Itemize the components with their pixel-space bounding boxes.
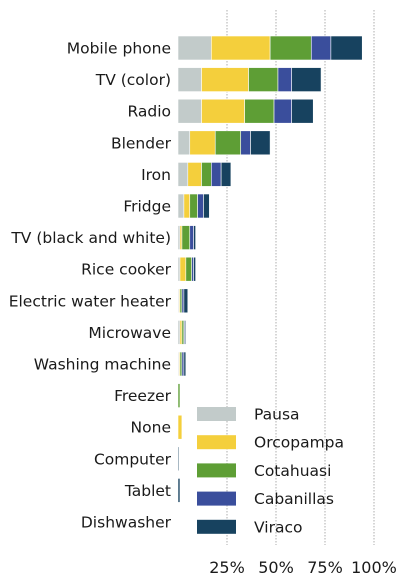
bar-fridge-cotahuasi	[189, 193, 198, 219]
x-tick-label-25: 25%	[209, 558, 245, 577]
bar-radio-orcopampa	[201, 98, 245, 124]
bar-tv-color-pausa	[177, 67, 202, 92]
category-label-electric-water-heater: Electric water heater	[9, 292, 172, 310]
bar-tv-black-and-white-cotahuasi	[181, 225, 191, 250]
legend-swatch-cotahuasi	[197, 463, 236, 478]
x-tick-label-75: 75%	[307, 558, 343, 577]
category-label-iron: Iron	[141, 166, 171, 184]
legend: Pausa Orcopampa Cotahuasi Cabanillas Viraco	[197, 406, 344, 536]
category-label-tablet: Tablet	[124, 482, 171, 500]
bar-freezer-cotahuasi	[177, 383, 181, 408]
bar-iron-cotahuasi	[201, 162, 212, 187]
bar-tv-color-cabanillas	[277, 67, 292, 92]
bar-rice-cooker-viraco	[193, 256, 196, 282]
bar-none-orcopampa	[177, 414, 183, 440]
category-label-tv-black-and-white: TV (black and white)	[10, 229, 171, 247]
bar-radio-pausa	[177, 98, 202, 124]
category-label-blender: Blender	[111, 134, 172, 152]
category-label-dishwasher: Dishwasher	[81, 514, 172, 532]
bar-iron-viraco	[220, 162, 232, 187]
bar-fridge-orcopampa	[183, 193, 191, 219]
legend-label-viraco: Viraco	[254, 518, 302, 536]
gridlines	[226, 10, 375, 545]
category-label-microwave: Microwave	[88, 324, 171, 342]
bar-rice-cooker-cotahuasi	[185, 256, 193, 282]
category-labels: Mobile phone TV (color) Radio Blender Iron Fr…	[9, 40, 172, 532]
bar-tv-color-cotahuasi	[248, 67, 279, 92]
category-label-washing-machine: Washing machine	[34, 356, 171, 374]
category-label-fridge: Fridge	[123, 198, 171, 216]
bar-washing-machine-viraco	[183, 351, 187, 377]
legend-label-cotahuasi: Cotahuasi	[254, 462, 331, 480]
bar-blender-orcopampa	[189, 130, 216, 156]
bar-blender-cabanillas	[240, 130, 251, 156]
bar-mobile-phone-orcopampa	[211, 35, 271, 61]
legend-swatch-cabanillas	[197, 491, 236, 506]
bar-mobile-phone-pausa	[177, 35, 212, 61]
bar-iron-cabanillas	[211, 162, 222, 187]
category-label-radio: Radio	[127, 103, 171, 121]
legend-label-cabanillas: Cabanillas	[254, 490, 334, 508]
bar-iron-pausa	[177, 162, 189, 187]
category-label-freezer: Freezer	[114, 387, 172, 405]
bar-blender-cotahuasi	[214, 130, 242, 156]
bar-fridge-viraco	[203, 193, 210, 219]
bar-tv-color-viraco	[291, 67, 322, 92]
bar-tv-black-and-white-viraco	[193, 225, 196, 250]
legend-swatch-orcopampa	[197, 435, 236, 450]
category-label-none: None	[131, 419, 171, 437]
bar-radio-cabanillas	[273, 98, 292, 124]
bar-mobile-phone-viraco	[330, 35, 363, 61]
category-label-tv-color: TV (color)	[95, 71, 171, 89]
x-tick-label-50: 50%	[258, 558, 294, 577]
bar-radio-cotahuasi	[244, 98, 275, 124]
legend-label-orcopampa: Orcopampa	[254, 434, 344, 452]
bar-mobile-phone-cabanillas	[310, 35, 332, 61]
bar-mobile-phone-cotahuasi	[269, 35, 312, 61]
bar-blender-pausa	[177, 130, 191, 156]
bar-computer-viraco	[177, 446, 180, 472]
bar-electric-water-heater-viraco	[183, 288, 189, 314]
legend-label-pausa: Pausa	[254, 406, 300, 424]
bar-fridge-cabanillas	[197, 193, 204, 219]
bar-tablet-viraco	[177, 478, 181, 503]
bar-rice-cooker-orcopampa	[179, 256, 187, 282]
bar-radio-viraco	[291, 98, 314, 124]
category-label-computer: Computer	[94, 450, 172, 468]
legend-swatch-viraco	[197, 519, 236, 534]
x-tick-label-100: 100%	[351, 558, 397, 577]
bar-microwave-viraco	[184, 320, 187, 345]
x-axis-ticks: 25% 50% 75% 100%	[209, 558, 397, 577]
category-label-rice-cooker: Rice cooker	[81, 261, 172, 279]
bar-blender-viraco	[250, 130, 271, 156]
category-label-mobile-phone: Mobile phone	[67, 40, 171, 58]
bars	[177, 35, 363, 503]
bar-tv-black-and-white-cabanillas	[189, 225, 194, 250]
bar-tv-color-orcopampa	[201, 67, 249, 92]
bar-fridge-pausa	[177, 193, 185, 219]
legend-swatch-pausa	[197, 407, 236, 421]
bar-iron-orcopampa	[187, 162, 202, 187]
